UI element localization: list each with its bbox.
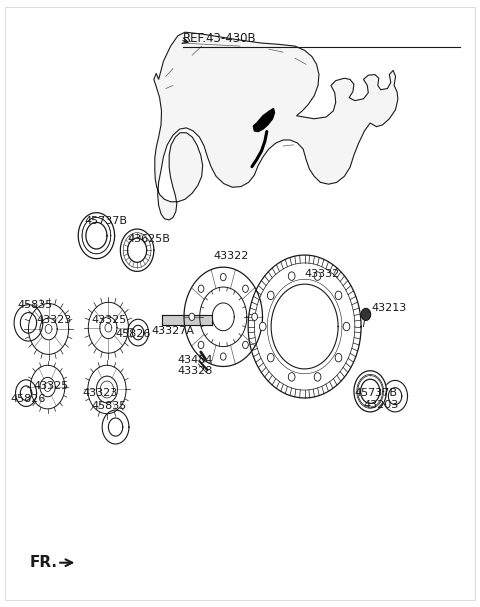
Polygon shape xyxy=(354,371,386,412)
Circle shape xyxy=(242,341,248,348)
Polygon shape xyxy=(248,255,361,398)
Polygon shape xyxy=(102,384,112,396)
Text: 43625B: 43625B xyxy=(128,234,170,243)
Circle shape xyxy=(259,322,266,331)
Circle shape xyxy=(189,313,195,320)
Text: 45835: 45835 xyxy=(92,401,127,412)
Text: 45737B: 45737B xyxy=(355,388,398,398)
Text: FR.: FR. xyxy=(29,555,58,570)
Polygon shape xyxy=(383,381,408,412)
Polygon shape xyxy=(96,376,118,403)
Text: 45737B: 45737B xyxy=(84,216,128,226)
Circle shape xyxy=(198,341,204,348)
Text: 43325: 43325 xyxy=(33,381,69,392)
Circle shape xyxy=(314,373,321,381)
Polygon shape xyxy=(82,294,134,361)
Polygon shape xyxy=(83,365,131,414)
Text: 43332: 43332 xyxy=(305,270,340,279)
Text: 43484: 43484 xyxy=(178,355,213,365)
Circle shape xyxy=(335,353,342,362)
Circle shape xyxy=(361,308,371,320)
Circle shape xyxy=(267,291,274,300)
Polygon shape xyxy=(44,383,51,392)
Polygon shape xyxy=(154,32,398,220)
Polygon shape xyxy=(128,319,149,346)
Text: 43203: 43203 xyxy=(363,400,399,410)
Polygon shape xyxy=(253,109,275,132)
Polygon shape xyxy=(120,229,154,271)
Polygon shape xyxy=(162,315,212,325)
Circle shape xyxy=(343,322,350,331)
Circle shape xyxy=(220,353,226,360)
Circle shape xyxy=(242,285,248,293)
Text: 43213: 43213 xyxy=(372,303,407,313)
Circle shape xyxy=(267,353,274,362)
Polygon shape xyxy=(26,365,69,409)
Circle shape xyxy=(252,313,257,320)
Circle shape xyxy=(220,274,226,280)
Text: 43323: 43323 xyxy=(82,388,117,398)
Circle shape xyxy=(288,373,295,381)
Text: 45826: 45826 xyxy=(116,329,151,339)
Circle shape xyxy=(198,285,204,293)
Text: 43328: 43328 xyxy=(178,367,213,376)
Polygon shape xyxy=(184,267,263,367)
Polygon shape xyxy=(23,296,75,362)
Text: 45826: 45826 xyxy=(10,393,46,404)
Circle shape xyxy=(288,272,295,280)
Text: 43327A: 43327A xyxy=(152,326,194,336)
Text: 43322: 43322 xyxy=(214,251,249,261)
Text: 45835: 45835 xyxy=(17,300,53,310)
Text: 43325: 43325 xyxy=(92,315,127,325)
Circle shape xyxy=(335,291,342,300)
Polygon shape xyxy=(78,212,115,259)
Polygon shape xyxy=(15,380,36,407)
Polygon shape xyxy=(102,410,129,444)
Circle shape xyxy=(314,272,321,280)
Polygon shape xyxy=(212,303,234,331)
Polygon shape xyxy=(14,305,43,341)
Text: 43323: 43323 xyxy=(36,315,72,325)
Text: REF.43-430B: REF.43-430B xyxy=(182,32,256,45)
